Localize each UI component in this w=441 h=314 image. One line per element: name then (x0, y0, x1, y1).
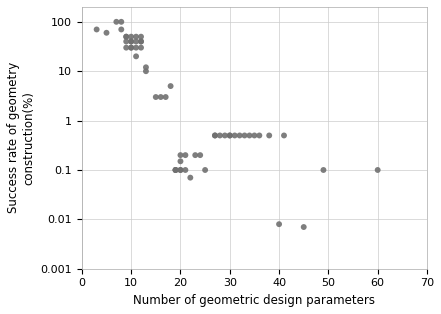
Y-axis label: Success rate of geometry
construction(%): Success rate of geometry construction(%) (7, 62, 35, 214)
Point (246, 133, 253, 138)
Point (123, 39, 130, 44)
Point (182, 167, 189, 172)
Point (133, 34, 140, 39)
Point (226, 133, 233, 138)
Point (172, 167, 179, 172)
Point (127, 39, 135, 44)
Point (226, 133, 233, 138)
Point (142, 65, 149, 70)
Point (187, 175, 194, 180)
Point (123, 34, 130, 39)
Point (177, 153, 184, 158)
Point (221, 133, 228, 138)
Point (123, 45, 130, 50)
Point (172, 167, 179, 172)
Point (162, 95, 169, 100)
Point (256, 133, 263, 138)
Point (197, 153, 204, 158)
Point (236, 133, 243, 138)
Point (127, 34, 135, 39)
Point (177, 167, 184, 172)
Point (177, 159, 184, 164)
Point (217, 133, 224, 138)
Point (300, 225, 307, 230)
Point (265, 133, 273, 138)
Point (152, 95, 159, 100)
Point (103, 30, 110, 35)
Point (118, 19, 125, 24)
Point (177, 167, 184, 172)
Point (133, 39, 140, 44)
Point (133, 45, 140, 50)
Point (374, 167, 381, 172)
Point (182, 153, 189, 158)
Point (211, 133, 218, 138)
Point (133, 54, 140, 59)
Point (127, 45, 135, 50)
Point (172, 167, 179, 172)
Point (138, 39, 145, 44)
Point (142, 69, 149, 74)
Point (276, 222, 283, 227)
Point (127, 39, 135, 44)
Point (123, 34, 130, 39)
Point (211, 133, 218, 138)
Point (113, 19, 120, 24)
Point (138, 39, 145, 44)
Point (320, 167, 327, 172)
Point (280, 133, 288, 138)
Point (138, 45, 145, 50)
Point (231, 133, 238, 138)
Point (192, 153, 199, 158)
X-axis label: Number of geometric design parameters: Number of geometric design parameters (134, 294, 375, 307)
Point (118, 27, 125, 32)
Point (138, 34, 145, 39)
Point (251, 133, 258, 138)
Point (157, 95, 164, 100)
Point (93, 27, 100, 32)
Point (167, 84, 174, 89)
Point (202, 167, 209, 172)
Point (241, 133, 248, 138)
Point (127, 45, 135, 50)
